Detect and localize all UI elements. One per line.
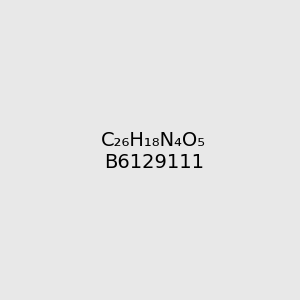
Text: C₂₆H₁₈N₄O₅
B6129111: C₂₆H₁₈N₄O₅ B6129111 <box>101 131 206 172</box>
